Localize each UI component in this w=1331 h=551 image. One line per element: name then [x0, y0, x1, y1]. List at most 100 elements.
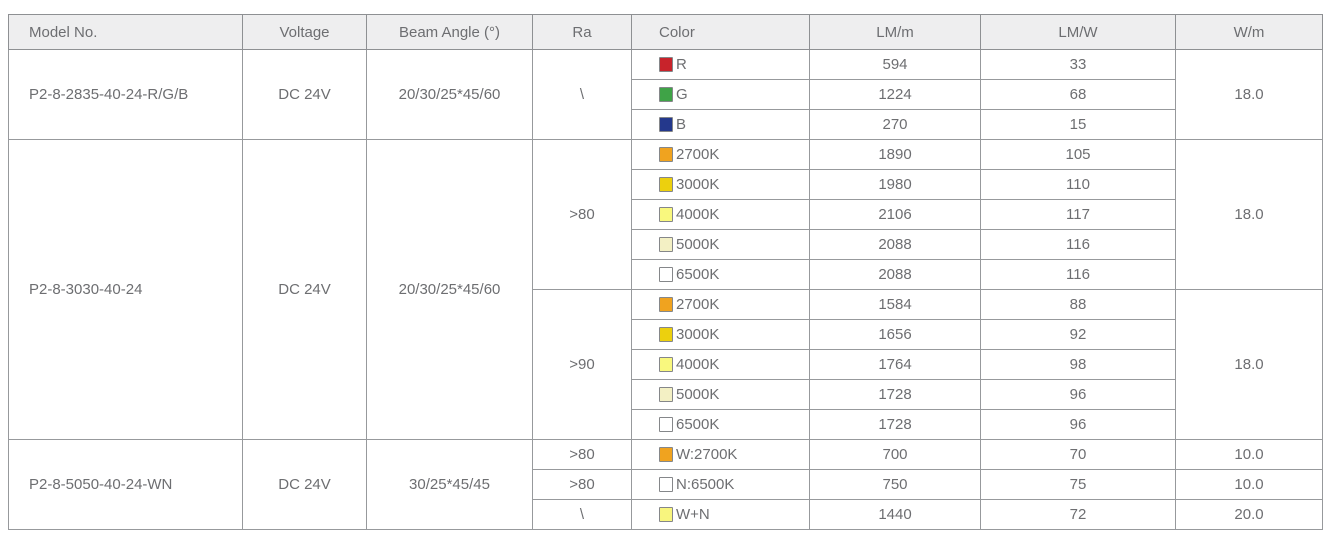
color-cell: W:2700K — [631, 439, 810, 470]
color-cell: B — [631, 109, 810, 140]
color-swatch — [659, 357, 673, 372]
lm-per-m-cell: 1440 — [809, 499, 981, 530]
lm-per-m-cell: 594 — [809, 49, 981, 80]
color-swatch — [659, 447, 673, 462]
lm-per-m-cell: 1656 — [809, 319, 981, 350]
column-header-w-m: W/m — [1175, 14, 1323, 50]
lm-per-w-cell: 72 — [980, 499, 1176, 530]
lm-per-w-cell: 110 — [980, 169, 1176, 200]
header-row: Model No. Voltage Beam Angle (°) Ra Color LM/… — [8, 14, 1323, 50]
lm-per-m-cell: 1584 — [809, 289, 981, 320]
color-cell: W+N — [631, 499, 810, 530]
lm-per-m-cell: 750 — [809, 469, 981, 500]
lm-per-w-cell: 117 — [980, 199, 1176, 230]
column-header-model-no: Model No. — [8, 14, 243, 50]
color-swatch — [659, 207, 673, 222]
lm-per-m-cell: 2106 — [809, 199, 981, 230]
color-label: 6500K — [676, 416, 720, 433]
ra-cell: >90 — [532, 289, 632, 440]
table-row: >80 N:6500K 750 75 10.0 — [9, 469, 1323, 500]
color-label: R — [676, 56, 687, 73]
color-label: 5000K — [676, 386, 720, 403]
led-strip-spec-table: Model No. Voltage Beam Angle (°) Ra Color LM/… — [8, 14, 1323, 530]
color-label: 3000K — [676, 326, 720, 343]
color-cell: 6500K — [631, 409, 810, 440]
table-body: P2-8-2835-40-24-R/G/B DC 24V 20/30/25*45/6… — [8, 49, 1323, 530]
ra-cell: >80 — [532, 139, 632, 290]
color-label: B — [676, 116, 687, 133]
table-row: >90 2700K 1584 88 18.0 — [9, 289, 1323, 440]
color-swatch — [659, 147, 673, 162]
lm-per-w-cell: 88 — [980, 289, 1176, 320]
beam-angle-cell: 30/25*45/45 — [366, 439, 533, 530]
color-cell: 2700K — [631, 139, 810, 170]
lm-per-w-cell: 68 — [980, 79, 1176, 110]
color-label: W:2700K — [676, 446, 738, 463]
lm-per-m-cell: 1890 — [809, 139, 981, 170]
color-label: G — [676, 86, 688, 103]
lm-per-w-cell: 70 — [980, 439, 1176, 470]
color-label: 6500K — [676, 266, 720, 283]
lm-per-w-cell: 75 — [980, 469, 1176, 500]
table-row: 3000K 1656 92 — [9, 319, 1323, 350]
color-swatch — [659, 117, 673, 132]
model-cell: P2-8-5050-40-24-WN — [8, 439, 243, 530]
model-cell: P2-8-3030-40-24 — [8, 139, 243, 440]
color-swatch — [659, 57, 673, 72]
color-label: W+N — [676, 506, 710, 523]
column-header-color: Color — [631, 14, 810, 50]
w-per-m-cell: 10.0 — [1175, 439, 1323, 470]
color-cell: 5000K — [631, 229, 810, 260]
w-per-m-cell: 20.0 — [1175, 499, 1323, 530]
lm-per-m-cell: 1980 — [809, 169, 981, 200]
color-cell: G — [631, 79, 810, 110]
color-cell: N:6500K — [631, 469, 810, 500]
voltage-cell: DC 24V — [242, 439, 367, 530]
ra-cell: \ — [532, 49, 632, 140]
voltage-cell: DC 24V — [242, 49, 367, 140]
lm-per-m-cell: 2088 — [809, 259, 981, 290]
column-header-beam-angle: Beam Angle (°) — [366, 14, 533, 50]
w-per-m-cell: 18.0 — [1175, 49, 1323, 140]
table-row: G 1224 68 — [9, 79, 1323, 110]
color-cell: 6500K — [631, 259, 810, 290]
table-row: 5000K 2088 116 — [9, 229, 1323, 260]
beam-angle-cell: 20/30/25*45/60 — [366, 139, 533, 440]
color-cell: 4000K — [631, 349, 810, 380]
table-row: 4000K 1764 98 — [9, 349, 1323, 380]
table-row: 6500K 1728 96 — [9, 409, 1323, 440]
color-label: 4000K — [676, 356, 720, 373]
w-per-m-cell: 18.0 — [1175, 139, 1323, 290]
beam-angle-cell: 20/30/25*45/60 — [366, 49, 533, 140]
ra-cell: >80 — [532, 469, 632, 500]
color-cell: R — [631, 49, 810, 80]
color-label: 4000K — [676, 206, 720, 223]
color-cell: 3000K — [631, 169, 810, 200]
color-swatch — [659, 507, 673, 522]
lm-per-m-cell: 700 — [809, 439, 981, 470]
w-per-m-cell: 18.0 — [1175, 289, 1323, 440]
table-row: P2-8-3030-40-24 DC 24V 20/30/25*45/60 >80 27… — [8, 139, 1323, 440]
table-row: P2-8-2835-40-24-R/G/B DC 24V 20/30/25*45/6… — [8, 49, 1323, 140]
color-label: 2700K — [676, 296, 720, 313]
lm-per-w-cell: 116 — [980, 229, 1176, 260]
color-swatch — [659, 417, 673, 432]
lm-per-m-cell: 1728 — [809, 379, 981, 410]
lm-per-m-cell: 1764 — [809, 349, 981, 380]
lm-per-m-cell: 1224 — [809, 79, 981, 110]
lm-per-w-cell: 96 — [980, 379, 1176, 410]
lm-per-w-cell: 96 — [980, 409, 1176, 440]
color-label: N:6500K — [676, 476, 735, 493]
color-cell: 2700K — [631, 289, 810, 320]
model-cell: P2-8-2835-40-24-R/G/B — [8, 49, 243, 140]
color-swatch — [659, 267, 673, 282]
lm-per-w-cell: 98 — [980, 349, 1176, 380]
lm-per-w-cell: 92 — [980, 319, 1176, 350]
lm-per-w-cell: 105 — [980, 139, 1176, 170]
table-row: 3000K 1980 110 — [9, 169, 1323, 200]
color-cell: 4000K — [631, 199, 810, 230]
table-row: \ W+N 1440 72 20.0 — [9, 499, 1323, 530]
table-row: P2-8-5050-40-24-WN DC 24V 30/25*45/45 >80 W:… — [8, 439, 1323, 530]
column-header-lm-m: LM/m — [809, 14, 981, 50]
lm-per-m-cell: 2088 — [809, 229, 981, 260]
